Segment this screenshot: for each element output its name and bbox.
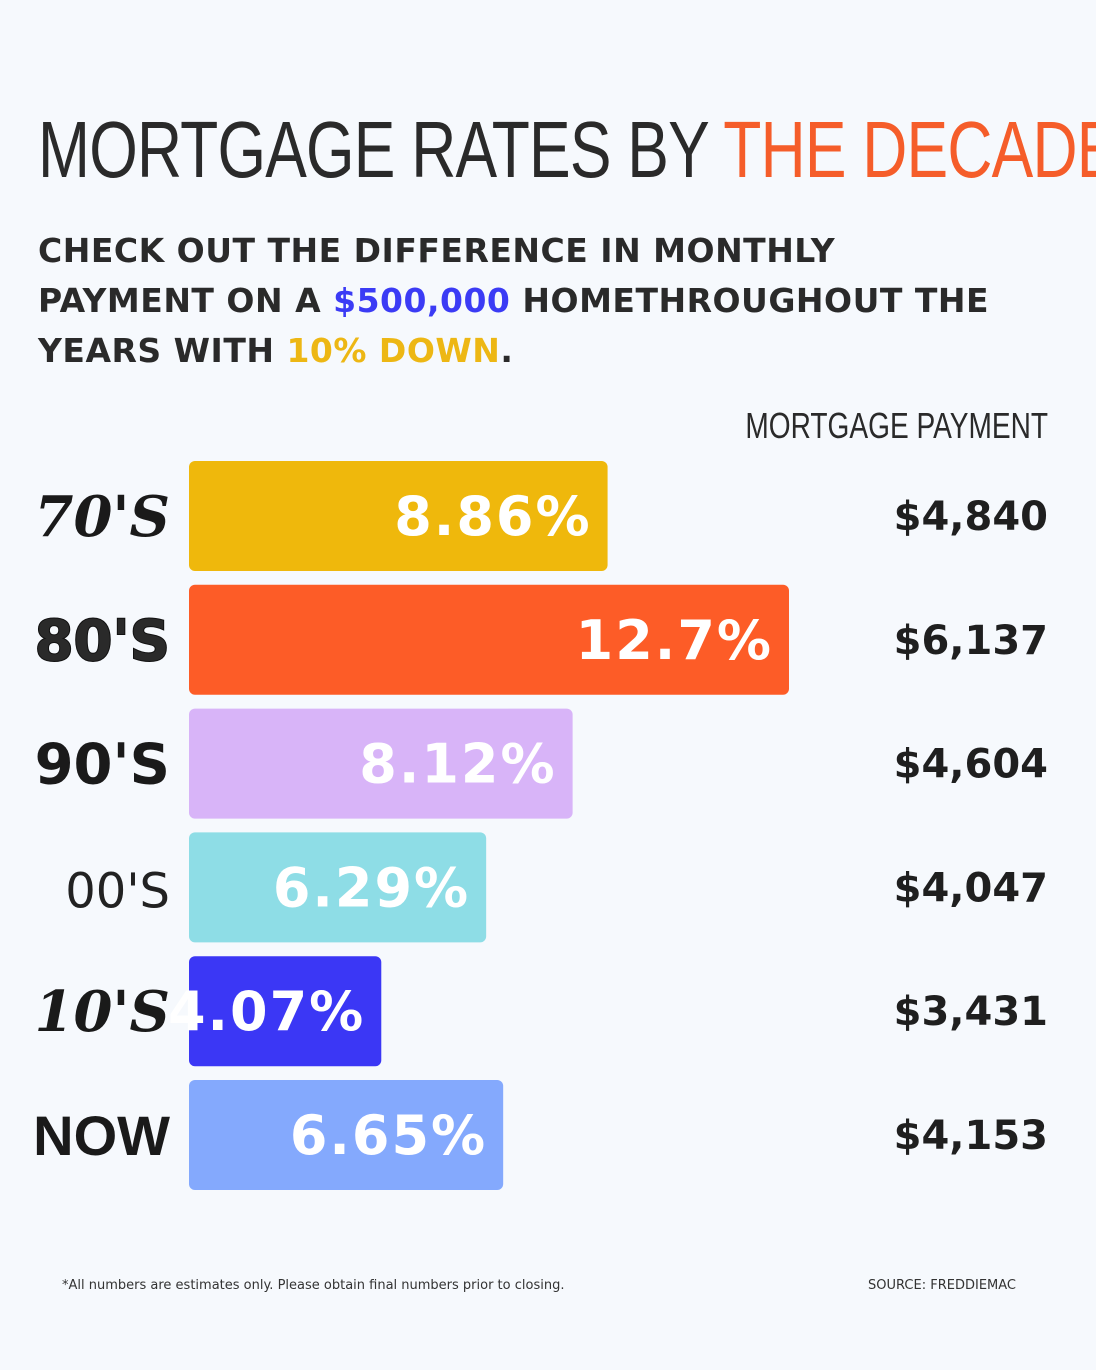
payment-value: $3,431 (894, 989, 1048, 1035)
bar-4 (189, 832, 487, 943)
bar-value-label: 12.7% (576, 609, 773, 672)
payment-value: $4,840 (894, 494, 1048, 540)
category-label: NOW (33, 1104, 170, 1167)
payment-value: $6,137 (894, 618, 1048, 664)
payment-value: $4,153 (894, 1113, 1048, 1159)
bar-value-label: 8.12% (359, 733, 556, 796)
category-label: 10'S (34, 979, 170, 1045)
subtitle-line-3: YEARS WITH 10% DOWN. (38, 326, 1048, 376)
bar-value-label: 8.86% (394, 485, 591, 548)
subtitle: CHECK OUT THE DIFFERENCE IN MONTHLY PAYM… (38, 226, 1048, 376)
subtitle-line-3-post: . (500, 331, 514, 370)
bar-value-label: 6.29% (273, 856, 470, 919)
bar-value-label: 6.65% (290, 1104, 487, 1167)
title-accent: THE DECADE (723, 105, 1096, 194)
subtitle-line-3-pre: YEARS WITH (38, 331, 287, 370)
payment-column-header: MORTGAGE PAYMENT (745, 405, 1048, 446)
category-label: 70'S (34, 484, 170, 550)
bar-5 (189, 956, 382, 1067)
category-label: 90'S (35, 733, 170, 798)
down-payment-highlight: 10% DOWN (286, 331, 501, 370)
bar-1 (189, 461, 608, 571)
payment-value: $4,047 (894, 865, 1048, 911)
subtitle-line-2-pre: PAYMENT ON A (38, 281, 334, 320)
subtitle-line-2-post: HOMETHROUGHOUT THE (510, 281, 990, 320)
home-price-highlight: $500,000 (333, 281, 511, 320)
bar-2 (189, 584, 789, 695)
footnote: *All numbers are estimates only. Please … (62, 1278, 565, 1293)
bar-6 (189, 1080, 504, 1190)
bar-3 (189, 708, 573, 819)
subtitle-line-1: CHECK OUT THE DIFFERENCE IN MONTHLY (38, 231, 836, 270)
bar-value-label: 4.07% (168, 980, 365, 1043)
payment-value: $4,604 (894, 742, 1048, 788)
category-label: 80'S (35, 609, 170, 674)
page-title: MORTGAGE RATES BY THE DECADE (38, 104, 1096, 196)
title-main: MORTGAGE RATES BY (38, 105, 709, 194)
category-label: 00'S (65, 863, 170, 919)
source-note: SOURCE: FREDDIEMAC (868, 1278, 1016, 1293)
subtitle-line-2: PAYMENT ON A $500,000 HOMETHROUGHOUT THE (38, 276, 1048, 326)
